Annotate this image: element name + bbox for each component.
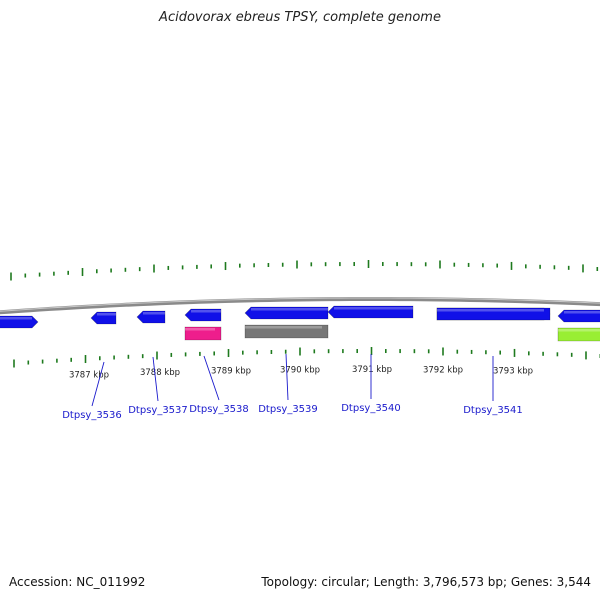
feature-arrow <box>436 307 551 321</box>
feature-arrow <box>327 305 414 319</box>
gene-label: Dtpsy_3538 <box>189 404 249 415</box>
topology-label: Topology: circular; Length: 3,796,573 bp… <box>261 575 591 589</box>
gene-arrow-shine <box>97 313 116 316</box>
gene-arrow <box>244 306 329 320</box>
accession-label: Accession: NC_011992 <box>9 575 146 589</box>
gene-label: Dtpsy_3540 <box>341 403 401 414</box>
scale-label: 3791 kbp <box>352 365 392 375</box>
gene-label: Dtpsy_3541 <box>463 405 523 416</box>
feature-arrow-shine <box>334 307 413 310</box>
scale-label: 3792 kbp <box>423 365 463 375</box>
gene-label: Dtpsy_3537 <box>128 405 188 416</box>
gene-arrow-shine <box>0 317 32 320</box>
scale-label: 3789 kbp <box>211 366 251 376</box>
feature-arrow <box>244 324 329 339</box>
label-leader-line <box>203 355 220 401</box>
label-leader-line <box>152 356 159 402</box>
feature-arrow-shine <box>185 328 215 331</box>
feature-arrow <box>557 327 600 342</box>
gene-arrow-shine <box>191 310 221 313</box>
label-leader-line <box>91 361 105 407</box>
scale-label: 3787 kbp <box>69 370 109 380</box>
gene-label: Dtpsy_3539 <box>258 404 318 415</box>
gene-features <box>0 305 600 342</box>
feature-arrow-shine <box>245 326 322 329</box>
scale-label: 3793 kbp <box>493 366 533 376</box>
gene-arrow <box>184 308 222 322</box>
feature-arrow-shine <box>558 329 600 332</box>
feature-arrow <box>184 326 222 341</box>
gene-arrow <box>0 315 39 329</box>
label-leader-line <box>285 353 289 401</box>
genome-backbone-highlight <box>0 297 600 312</box>
gene-arrow <box>90 311 117 325</box>
feature-arrow-shine <box>564 311 600 314</box>
map-title: Acidovorax ebreus TPSY, complete genome <box>159 10 441 25</box>
feature-arrow <box>557 309 600 323</box>
gene-labels: Dtpsy_3536 Dtpsy_3537 Dtpsy_3538 Dtpsy_3539… <box>62 353 523 421</box>
tick-marks <box>10 260 600 368</box>
gene-arrow-shine <box>251 308 328 311</box>
scale-label: 3790 kbp <box>280 365 320 375</box>
gene-arrow-shine <box>143 312 165 315</box>
scale-labels: 3787 kbp 3788 kbp 3789 kbp 3790 kbp 3791 kbp… <box>69 365 533 380</box>
gene-arrow <box>136 310 166 324</box>
gene-label: Dtpsy_3536 <box>62 410 122 421</box>
feature-arrow-shine <box>437 309 544 312</box>
genome-backbone <box>0 296 600 315</box>
scale-label: 3788 kbp <box>140 368 180 378</box>
